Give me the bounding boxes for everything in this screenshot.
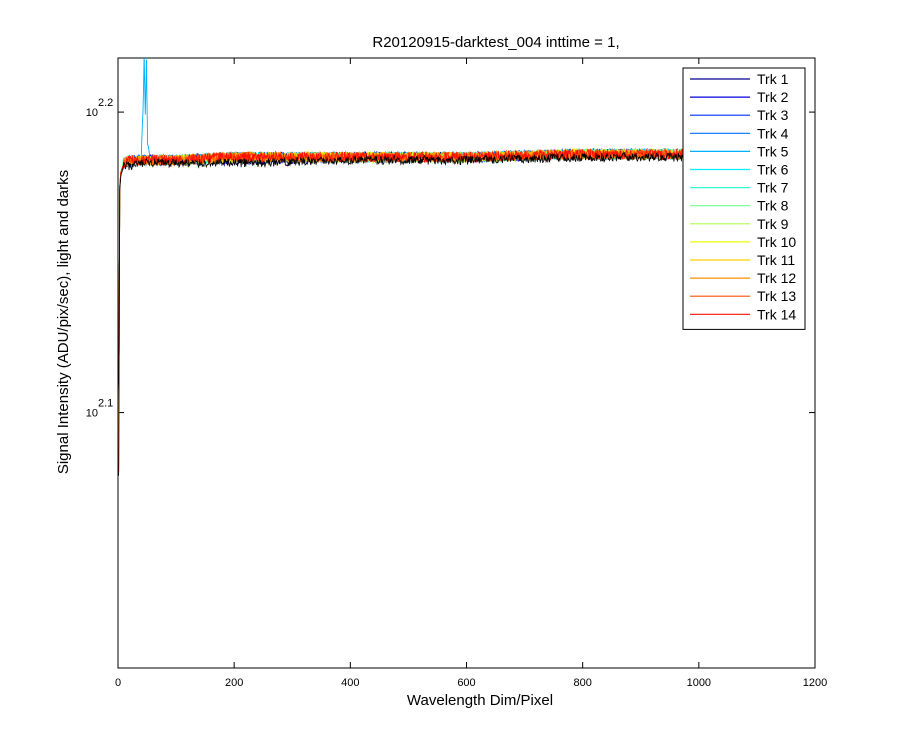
x-tick-label: 600 xyxy=(457,677,475,689)
y-tick-label-base: 10 xyxy=(86,107,98,119)
legend-label: Trk 13 xyxy=(757,288,796,304)
x-tick-label: 0 xyxy=(115,677,121,689)
legend-label: Trk 7 xyxy=(757,180,789,196)
x-tick-label: 1000 xyxy=(687,677,711,689)
y-tick-label-exponent: 2.1 xyxy=(98,398,113,410)
y-axis-title: Signal Intensity (ADU/pix/sec), light an… xyxy=(55,170,72,474)
x-tick-label: 800 xyxy=(573,677,591,689)
legend-label: Trk 3 xyxy=(757,107,789,123)
chart-title: R20120915-darktest_004 inttime = 1, xyxy=(372,34,619,51)
x-tick-label: 200 xyxy=(225,677,243,689)
x-axis-title: Wavelength Dim/Pixel xyxy=(407,692,553,709)
legend-label: Trk 5 xyxy=(757,143,789,159)
legend-label: Trk 10 xyxy=(757,234,796,250)
legend: Trk 1 Trk 2 Trk 3 Trk 4 Trk 5 Trk 6 Trk 7 Trk 8… xyxy=(682,67,806,330)
legend-label: Trk 6 xyxy=(757,162,789,178)
y-tick-label-base: 10 xyxy=(86,408,98,420)
x-tick-label: 1200 xyxy=(803,677,827,689)
legend-label: Trk 12 xyxy=(757,270,796,286)
legend-label: Trk 11 xyxy=(757,252,795,268)
series-line-overlay xyxy=(118,151,714,476)
legend-label: Trk 8 xyxy=(757,198,789,214)
y-tick-label-exponent: 2.2 xyxy=(98,97,113,109)
legend-label: Trk 9 xyxy=(757,216,789,232)
legend-label: Trk 2 xyxy=(757,89,789,105)
legend-box xyxy=(682,67,806,330)
x-tick-label: 400 xyxy=(341,677,359,689)
legend-label: Trk 4 xyxy=(757,125,789,141)
legend-label: Trk 14 xyxy=(757,306,796,322)
legend-label: Trk 1 xyxy=(757,71,789,87)
